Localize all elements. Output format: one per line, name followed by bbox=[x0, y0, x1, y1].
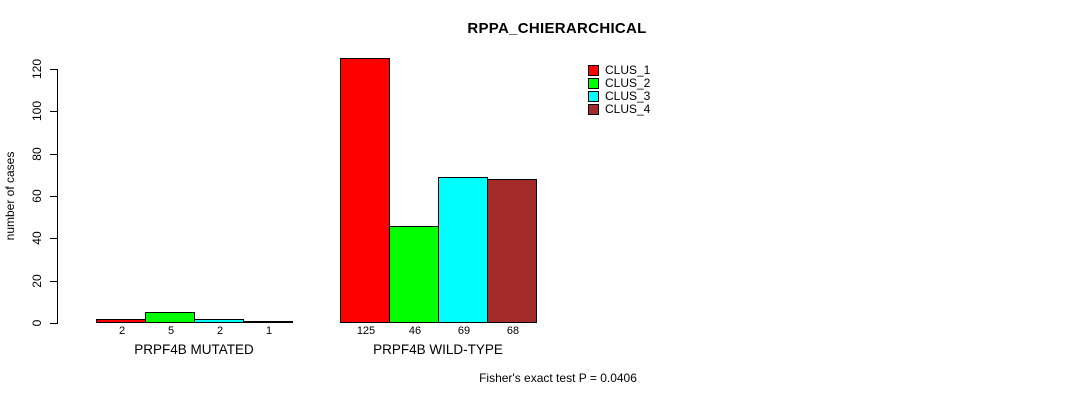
y-tick-label: 100 bbox=[30, 100, 44, 122]
bar-clus_3-group1 bbox=[194, 319, 244, 323]
y-tick bbox=[50, 323, 57, 324]
legend-label: CLUS_1 bbox=[605, 63, 651, 77]
bar-value-label: 2 bbox=[216, 325, 224, 337]
legend-label: CLUS_2 bbox=[605, 76, 651, 90]
legend-label: CLUS_4 bbox=[605, 102, 651, 116]
y-tick-label: 60 bbox=[30, 189, 44, 203]
bar-clus_4-group2 bbox=[487, 179, 537, 323]
bar-clus_2-group1 bbox=[145, 312, 195, 323]
legend-item-clus_2: CLUS_2 bbox=[588, 77, 650, 90]
y-tick-label: 80 bbox=[30, 147, 44, 161]
bar-clus_4-group1 bbox=[243, 321, 293, 323]
y-tick-label: 20 bbox=[30, 274, 44, 288]
bar-clus_2-group2 bbox=[389, 226, 439, 323]
y-axis-line bbox=[57, 69, 58, 324]
bar-value-label: 5 bbox=[167, 325, 175, 337]
chart-title: RPPA_CHIERARCHICAL bbox=[467, 20, 647, 37]
legend-swatch-icon bbox=[588, 104, 599, 115]
legend-item-clus_1: CLUS_1 bbox=[588, 64, 650, 77]
bar-value-label: 1 bbox=[265, 325, 273, 337]
legend-item-clus_4: CLUS_4 bbox=[588, 103, 650, 116]
bar-clus_3-group2 bbox=[438, 177, 488, 323]
y-tick bbox=[50, 154, 57, 155]
annotation-text: Fisher's exact test P = 0.0406 bbox=[479, 371, 637, 385]
x-category-label: PRPF4B MUTATED bbox=[134, 342, 254, 357]
legend-label: CLUS_3 bbox=[605, 89, 651, 103]
bar-clus_1-group2 bbox=[340, 58, 390, 323]
legend-item-clus_3: CLUS_3 bbox=[588, 90, 650, 103]
legend-swatch-icon bbox=[588, 91, 599, 102]
y-tick bbox=[50, 69, 57, 70]
legend-swatch-icon bbox=[588, 65, 599, 76]
x-category-label: PRPF4B WILD-TYPE bbox=[373, 342, 503, 357]
bar-value-label: 2 bbox=[118, 325, 126, 337]
y-tick bbox=[50, 196, 57, 197]
bar-clus_1-group1 bbox=[96, 319, 146, 323]
bar-value-label: 69 bbox=[457, 325, 471, 337]
y-tick-label: 120 bbox=[30, 58, 44, 80]
y-tick bbox=[50, 281, 57, 282]
bar-value-label: 68 bbox=[506, 325, 520, 337]
y-tick-label: 0 bbox=[30, 319, 44, 327]
y-tick bbox=[50, 238, 57, 239]
bar-value-label: 125 bbox=[356, 325, 376, 337]
legend: CLUS_1 CLUS_2 CLUS_3 CLUS_4 bbox=[588, 64, 650, 116]
y-tick-label: 40 bbox=[30, 231, 44, 245]
bar-value-label: 46 bbox=[408, 325, 422, 337]
y-tick bbox=[50, 111, 57, 112]
legend-swatch-icon bbox=[588, 78, 599, 89]
